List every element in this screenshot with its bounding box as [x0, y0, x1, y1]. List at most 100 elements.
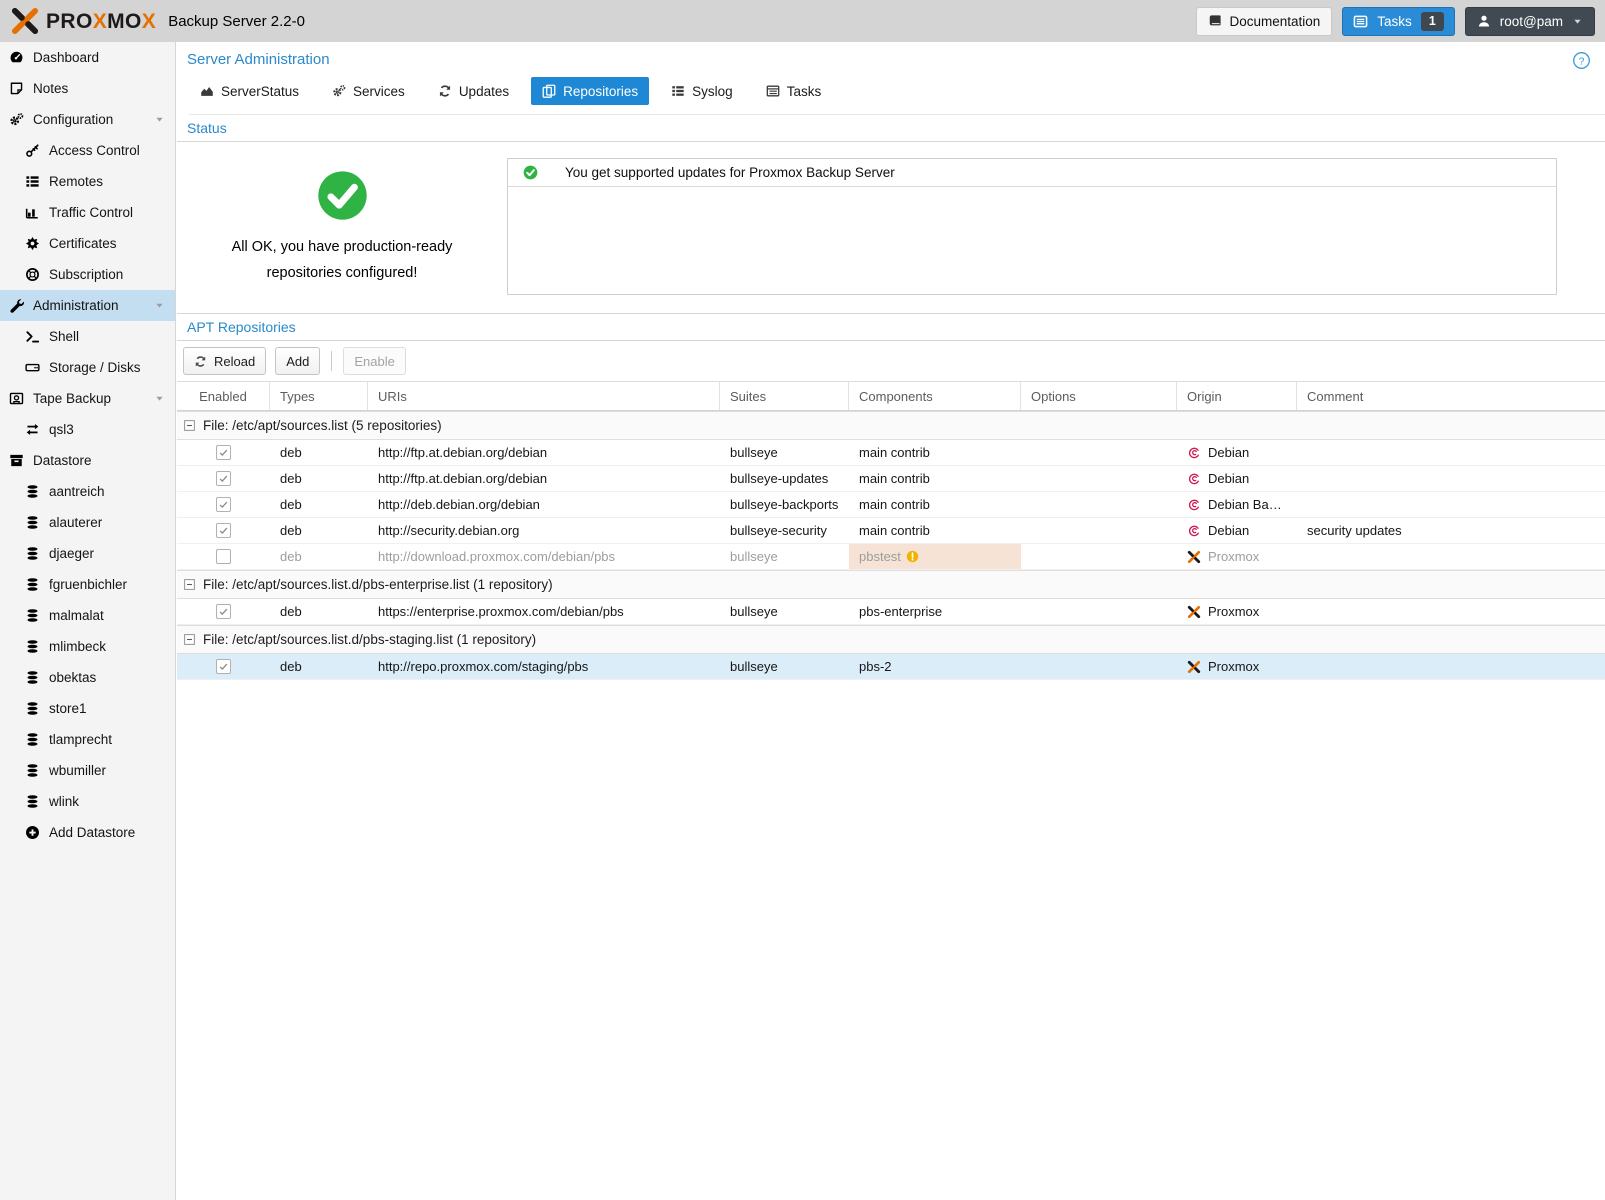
repo-row[interactable]: deb http://deb.debian.org/debian bullsey…	[177, 492, 1605, 518]
tab-tasks[interactable]: Tasks	[755, 77, 833, 105]
proxmox-icon	[1187, 550, 1201, 564]
enabled-checkbox[interactable]	[216, 471, 231, 486]
tab-serverstatus[interactable]: ServerStatus	[189, 77, 310, 105]
list-icon	[25, 174, 40, 189]
collapse-icon[interactable]	[183, 578, 196, 591]
sidebar-item-subscription[interactable]: Subscription	[0, 259, 175, 290]
sidebar-item-datastore-djaeger[interactable]: djaeger	[0, 538, 175, 569]
check-icon	[218, 447, 229, 458]
sidebar-item-shell[interactable]: Shell	[0, 321, 175, 352]
repo-row[interactable]: deb https://enterprise.proxmox.com/debia…	[177, 599, 1605, 625]
cell-components: pbs-2	[859, 659, 892, 674]
apt-toolbar: Reload Add Enable	[177, 341, 1605, 381]
sidebar-item-qsl3[interactable]: qsl3	[0, 414, 175, 445]
enabled-checkbox[interactable]	[216, 523, 231, 538]
sidebar-item-datastore-wlink[interactable]: wlink	[0, 786, 175, 817]
cell-uri: https://enterprise.proxmox.com/debian/pb…	[378, 604, 624, 619]
chevron-down-icon[interactable]	[154, 114, 165, 125]
sidebar-item-traffic-control[interactable]: Traffic Control	[0, 197, 175, 228]
cell-options	[1021, 492, 1177, 517]
group-header-sources-list[interactable]: File: /etc/apt/sources.list (5 repositor…	[177, 411, 1605, 440]
tab-repositories[interactable]: Repositories	[531, 77, 650, 105]
sidebar-item-datastore-mlimbeck[interactable]: mlimbeck	[0, 631, 175, 662]
cell-suite: bullseye	[730, 659, 778, 674]
repo-row-disabled[interactable]: deb http://download.proxmox.com/debian/p…	[177, 544, 1605, 570]
cell-comment	[1297, 654, 1605, 679]
column-header-components[interactable]: Components	[849, 382, 1021, 410]
documentation-button[interactable]: Documentation	[1196, 6, 1333, 36]
cell-origin: Proxmox	[1177, 544, 1297, 569]
sidebar-item-notes[interactable]: Notes	[0, 73, 175, 104]
repo-row[interactable]: deb http://ftp.at.debian.org/debian bull…	[177, 440, 1605, 466]
reload-button[interactable]: Reload	[183, 347, 267, 375]
sidebar-item-storage-disks[interactable]: Storage / Disks	[0, 352, 175, 383]
column-header-comment[interactable]: Comment	[1307, 388, 1364, 404]
sidebar-item-datastore-alauterer[interactable]: alauterer	[0, 507, 175, 538]
debian-icon	[1187, 446, 1201, 460]
sidebar-item-datastore-malmalat[interactable]: malmalat	[0, 600, 175, 631]
sidebar-item-administration[interactable]: Administration	[0, 290, 175, 321]
enable-button[interactable]: Enable	[343, 347, 406, 375]
sidebar-item-datastore-tlamprecht[interactable]: tlamprecht	[0, 724, 175, 755]
user-icon	[1477, 14, 1491, 28]
gears-icon	[9, 112, 24, 127]
chevron-down-icon[interactable]	[154, 300, 165, 311]
user-menu-button[interactable]: root@pam	[1464, 6, 1595, 36]
sidebar-item-datastore-wbumiller[interactable]: wbumiller	[0, 755, 175, 786]
origin-label: Proxmox	[1208, 604, 1260, 619]
sidebar-item-label: Dashboard	[33, 50, 100, 65]
sidebar-item-datastore-obektas[interactable]: obektas	[0, 662, 175, 693]
collapse-icon[interactable]	[183, 633, 196, 646]
chevron-down-icon[interactable]	[154, 393, 165, 404]
column-header-types[interactable]: Types	[270, 382, 368, 410]
sidebar-item-label: Configuration	[33, 112, 114, 127]
group-header-pbs-staging[interactable]: File: /etc/apt/sources.list.d/pbs-stagin…	[177, 625, 1605, 654]
tab-updates[interactable]: Updates	[427, 77, 520, 105]
sidebar-item-dashboard[interactable]: Dashboard	[0, 42, 175, 73]
cell-comment: security updates	[1307, 523, 1402, 538]
tab-syslog[interactable]: Syslog	[660, 77, 744, 105]
column-header-suites[interactable]: Suites	[720, 382, 849, 410]
cell-origin: Proxmox	[1177, 599, 1297, 624]
column-header-uris[interactable]: URIs	[368, 382, 720, 410]
repo-row[interactable]: deb http://security.debian.org bullseye-…	[177, 518, 1605, 544]
sidebar-item-configuration[interactable]: Configuration	[0, 104, 175, 135]
enabled-checkbox[interactable]	[216, 497, 231, 512]
sidebar-item-datastore-fgruenbichler[interactable]: fgruenbichler	[0, 569, 175, 600]
status-section-title: Status	[187, 120, 227, 136]
database-icon	[25, 608, 40, 623]
tasks-label: Tasks	[1377, 13, 1412, 29]
sidebar-item-label: aantreich	[49, 484, 105, 499]
sidebar-item-access-control[interactable]: Access Control	[0, 135, 175, 166]
tasks-button[interactable]: Tasks 1	[1342, 6, 1455, 36]
column-header-options[interactable]: Options	[1021, 382, 1177, 410]
origin-label: Debian	[1208, 471, 1250, 486]
group-header-pbs-enterprise[interactable]: File: /etc/apt/sources.list.d/pbs-enterp…	[177, 570, 1605, 599]
enabled-checkbox[interactable]	[216, 659, 231, 674]
repo-row[interactable]: deb http://ftp.at.debian.org/debian bull…	[177, 466, 1605, 492]
cell-comment	[1297, 440, 1605, 465]
group-file-label: File: /etc/apt/sources.list.d/pbs-stagin…	[203, 632, 537, 647]
column-header-enabled[interactable]: Enabled	[177, 382, 270, 410]
cell-types: deb	[280, 523, 302, 538]
add-button[interactable]: Add	[275, 347, 321, 375]
sidebar-item-label: Traffic Control	[49, 205, 134, 220]
repo-row-selected[interactable]: deb http://repo.proxmox.com/staging/pbs …	[177, 654, 1605, 680]
sidebar-item-datastore[interactable]: Datastore	[0, 445, 175, 476]
sidebar-item-remotes[interactable]: Remotes	[0, 166, 175, 197]
cell-uri: http://security.debian.org	[378, 523, 520, 538]
sidebar-item-datastore-aantreich[interactable]: aantreich	[0, 476, 175, 507]
sidebar-item-add-datastore[interactable]: Add Datastore	[0, 817, 175, 848]
enabled-checkbox[interactable]	[216, 445, 231, 460]
collapse-icon[interactable]	[183, 419, 196, 432]
help-icon[interactable]	[1572, 51, 1591, 70]
enabled-checkbox-unchecked[interactable]	[216, 549, 231, 564]
book-icon	[1208, 14, 1222, 28]
sidebar-item-datastore-store1[interactable]: store1	[0, 693, 175, 724]
sidebar-item-tape-backup[interactable]: Tape Backup	[0, 383, 175, 414]
enabled-checkbox[interactable]	[216, 604, 231, 619]
tab-services[interactable]: Services	[321, 77, 416, 105]
sidebar-item-certificates[interactable]: Certificates	[0, 228, 175, 259]
column-header-origin[interactable]: Origin	[1177, 382, 1297, 410]
proxmox-icon	[1187, 660, 1201, 674]
